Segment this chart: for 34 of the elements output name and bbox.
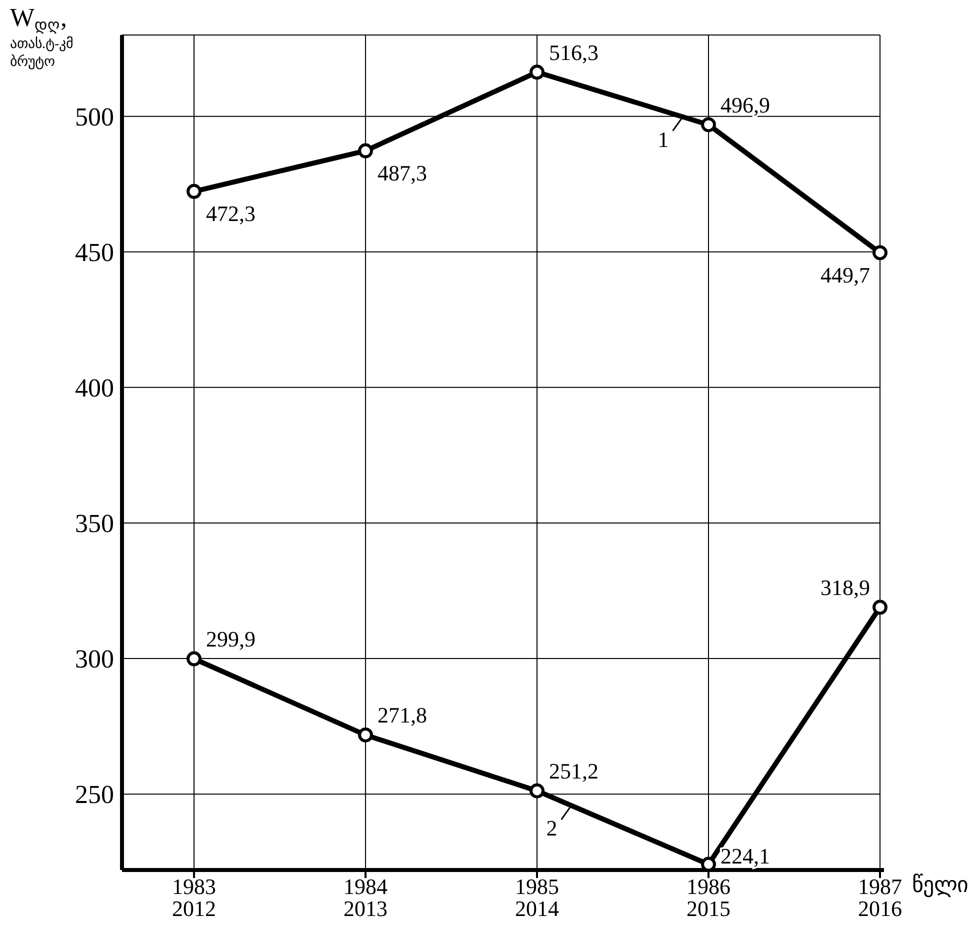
point <box>530 64 545 80</box>
point <box>872 600 888 615</box>
x-tick-label: 1984 2013 <box>344 874 388 921</box>
point <box>358 143 374 158</box>
point <box>872 245 888 260</box>
point <box>186 184 202 199</box>
data-label: 487,3 <box>378 160 428 186</box>
x-tick-label: 1987 2016 <box>858 874 902 921</box>
y-tick-label: 400 <box>75 374 114 403</box>
y-tick-label: 250 <box>75 780 114 810</box>
data-label: 472,3 <box>206 201 256 226</box>
y-tick-label: 350 <box>75 509 114 538</box>
data-label: 271,8 <box>378 702 428 728</box>
x-tick-label: 1983 2012 <box>172 874 216 921</box>
data-label: 318,9 <box>820 575 870 600</box>
y-tick-label: 300 <box>75 644 114 674</box>
legend-label: 2 <box>546 816 558 841</box>
data-label: 496,9 <box>720 92 770 118</box>
data-label: 224,1 <box>720 844 770 869</box>
data-label: 516,3 <box>549 40 599 65</box>
point <box>530 783 545 798</box>
legend-label: 1 <box>658 126 669 152</box>
point <box>358 727 374 742</box>
x-axis-title: წელი <box>912 872 968 898</box>
data-label: 299,9 <box>206 626 256 652</box>
data-label: 449,7 <box>820 262 870 288</box>
y-tick-label: 500 <box>75 102 114 132</box>
x-tick-label: 1986 2015 <box>686 874 731 921</box>
y-axis-title: W$_{დღ}$, ათას.ტ-კმ ბრუტო <box>10 3 74 70</box>
point <box>701 117 716 132</box>
y-tick-label: 450 <box>75 238 114 267</box>
data-label: 251,2 <box>549 758 599 784</box>
point <box>186 651 202 666</box>
x-tick-label: 1985 2014 <box>515 874 560 921</box>
